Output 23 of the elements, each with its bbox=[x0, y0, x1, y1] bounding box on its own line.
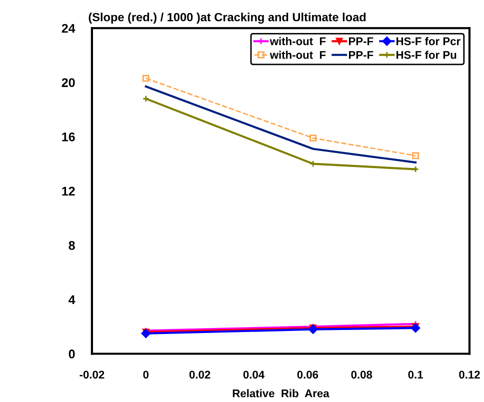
x-tick-label: -0.02 bbox=[80, 370, 104, 379]
x-tick-label: 0.12 bbox=[459, 370, 480, 379]
legend-label: HS-F for Pu bbox=[396, 50, 456, 59]
x-tick-label: 0.02 bbox=[189, 370, 210, 379]
legend-label: with-out F bbox=[270, 50, 326, 59]
legend-label: PP-F bbox=[348, 51, 374, 59]
x-tick-label: 0.1 bbox=[408, 370, 423, 379]
y-tick-label: 8 bbox=[68, 241, 75, 250]
y-tick-label: 20 bbox=[62, 78, 75, 88]
y-tick-label: 24 bbox=[62, 24, 76, 33]
x-tick-label: 0.08 bbox=[351, 370, 372, 379]
legend-label: HS-F for Pcr bbox=[396, 37, 460, 46]
y-tick-label: 12 bbox=[62, 186, 75, 196]
legend-label: with-out F bbox=[270, 37, 326, 46]
x-tick-label: 0.04 bbox=[243, 370, 265, 379]
legend-label: PP-F bbox=[348, 37, 374, 46]
y-tick-label: 0 bbox=[68, 350, 75, 358]
x-tick-label: 0.06 bbox=[297, 370, 318, 379]
x-tick-label: 0 bbox=[143, 370, 149, 379]
chart-title: (Slope (red.) / 1000 )at Cracking and Ultimate load bbox=[88, 12, 366, 24]
y-tick-label: 16 bbox=[62, 132, 75, 142]
y-tick-label: 4 bbox=[68, 295, 76, 304]
x-axis-title: Relative Rib Area bbox=[232, 389, 330, 398]
